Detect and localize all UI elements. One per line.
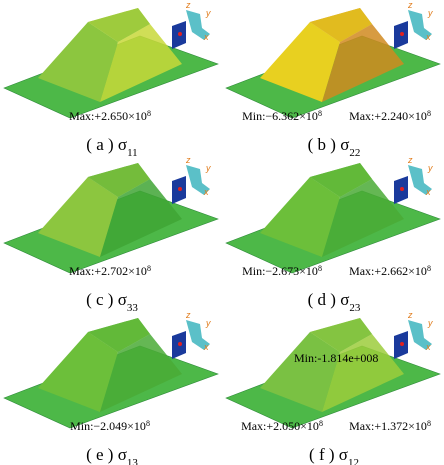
- value-text: Max:+2.240×10: [349, 109, 427, 123]
- value-text: Max:+1.372×10: [349, 419, 427, 433]
- caption: ( d ) σ23: [308, 290, 361, 314]
- caption-text: ( f ) σ: [309, 445, 348, 464]
- triad-z: z: [407, 310, 413, 320]
- caption-sub: 13: [127, 457, 139, 465]
- caption-text: ( c ) σ: [86, 290, 127, 309]
- value-label: Max:+2.650×108: [69, 109, 151, 124]
- caption-text: ( e ) σ: [86, 445, 127, 464]
- triad-x: x: [425, 187, 431, 197]
- value-exponent: 8: [319, 419, 323, 428]
- value-label: Min:−2.049×108: [70, 419, 150, 434]
- triad-z: z: [185, 155, 191, 165]
- panel: z y x Max:+2.702×108 ( c ) σ33: [4, 155, 218, 314]
- triad-origin: [178, 32, 182, 36]
- caption-text: ( a ) σ: [86, 135, 127, 154]
- inset-label: Min:-1.814e+008: [294, 351, 378, 365]
- value-exponent: 8: [147, 109, 151, 118]
- caption: ( b ) σ22: [308, 135, 361, 159]
- value-label: Min:−6.362×108: [242, 109, 322, 124]
- value-exponent: 8: [427, 419, 431, 428]
- panel: z y x Min:−2.049×108 ( e ) σ13: [4, 310, 218, 465]
- caption-sub: 22: [349, 147, 360, 159]
- value-exponent: 8: [146, 419, 150, 428]
- value-label: Max:+2.702×108: [69, 264, 151, 279]
- triad-y: y: [205, 163, 211, 173]
- triad-z: z: [407, 155, 413, 165]
- caption-text: ( b ) σ: [308, 135, 350, 154]
- triad-origin: [400, 187, 404, 191]
- triad-x: x: [203, 342, 209, 352]
- caption-sub: 12: [348, 457, 359, 465]
- caption-sub: 23: [349, 302, 361, 314]
- triad-origin: [178, 187, 182, 191]
- value-exponent: 8: [318, 109, 322, 118]
- value-exponent: 8: [427, 264, 431, 273]
- value-label: Max:+2.662×108: [349, 264, 431, 279]
- caption-sub: 33: [127, 302, 139, 314]
- triad-origin: [400, 342, 404, 346]
- value-label: Max:+2.050×108: [241, 419, 323, 434]
- value-text: Min:−6.362×10: [242, 109, 318, 123]
- triad-origin: [400, 32, 404, 36]
- triad-x: x: [425, 342, 431, 352]
- triad-y: y: [205, 318, 211, 328]
- value-exponent: 8: [147, 264, 151, 273]
- triad-x: x: [203, 187, 209, 197]
- triad-y: y: [427, 318, 433, 328]
- value-text: Max:+2.702×10: [69, 264, 147, 278]
- triad-x: x: [425, 32, 431, 42]
- caption: ( a ) σ11: [86, 135, 137, 159]
- triad-y: y: [205, 8, 211, 18]
- triad-y: y: [427, 8, 433, 18]
- value-label: Max:+1.372×108: [349, 419, 431, 434]
- value-text: Max:+2.050×10: [241, 419, 319, 433]
- value-text: Max:+2.662×10: [349, 264, 427, 278]
- value-exponent: 8: [427, 109, 431, 118]
- triad-y: y: [427, 163, 433, 173]
- caption: ( e ) σ13: [86, 445, 138, 465]
- value-exponent: 8: [318, 264, 322, 273]
- caption-sub: 11: [127, 147, 138, 159]
- value-label: Max:+2.240×108: [349, 109, 431, 124]
- value-text: Min:−2.673×10: [242, 264, 318, 278]
- triad-z: z: [185, 0, 191, 10]
- caption: ( f ) σ12: [309, 445, 359, 465]
- triad-origin: [178, 342, 182, 346]
- caption-text: ( d ) σ: [308, 290, 350, 309]
- figure: zyxMax:+2.650×108( a ) σ11zyxMin:−6.362×…: [0, 0, 444, 465]
- value-text: Max:+2.650×10: [69, 109, 147, 123]
- panel: z y x Max:+2.650×108 ( a ) σ11: [4, 0, 218, 159]
- triad-z: z: [407, 0, 413, 10]
- value-text: Min:−2.049×10: [70, 419, 146, 433]
- caption: ( c ) σ33: [86, 290, 138, 314]
- triad-z: z: [185, 310, 191, 320]
- triad-x: x: [203, 32, 209, 42]
- value-label: Min:−2.673×108: [242, 264, 322, 279]
